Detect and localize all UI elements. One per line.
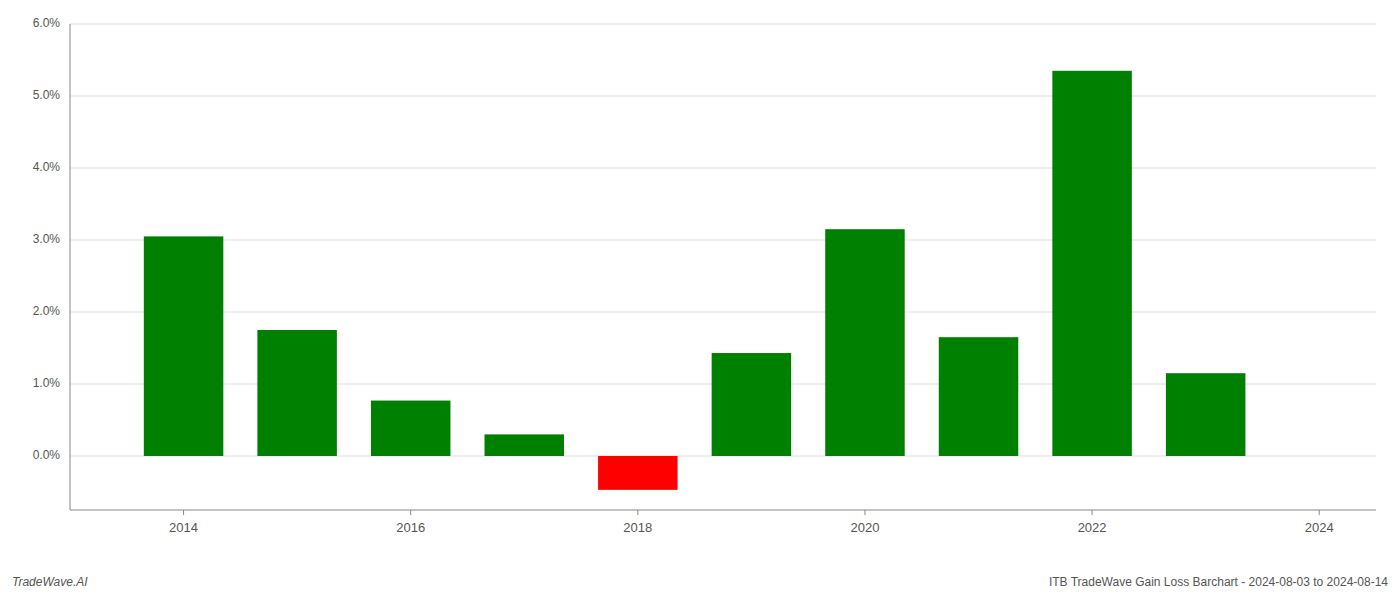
grid-line [70,312,1376,313]
y-tick-label: 1.0% [33,376,61,390]
x-tick-label: 2018 [623,520,652,535]
y-grid [70,24,1376,456]
x-tick [410,510,411,515]
bar [371,401,450,456]
x-ticks: 2014 2016 2018 2020 2022 2024 [169,510,1334,535]
bar [712,353,791,456]
bars [144,71,1246,490]
y-tick-label: 6.0% [33,16,61,30]
bar [1052,71,1131,456]
y-tick-label: 2.0% [33,304,61,318]
bar [485,434,564,456]
x-tick-label: 2016 [396,520,425,535]
y-axis-line [70,24,71,510]
y-tick-label: 4.0% [33,160,61,174]
watermark: TradeWave.AI [12,575,88,589]
background [0,0,1400,600]
x-tick-label: 2024 [1305,520,1334,535]
chart: 0.0% 1.0% 2.0% 3.0% 4.0% 5.0% 6.0% 2014 2016 2018… [0,0,1400,600]
bar [825,229,904,456]
y-tick-label: 3.0% [33,232,61,246]
x-tick [864,510,865,515]
x-tick [637,510,638,515]
y-tick-labels: 0.0% 1.0% 2.0% 3.0% 4.0% 5.0% 6.0% [33,16,61,462]
y-tick-label: 5.0% [33,88,61,102]
grid-line [70,240,1376,241]
x-axis-line [70,510,1376,511]
bar [257,330,336,456]
grid-line [70,168,1376,169]
grid-line [70,96,1376,97]
bar [598,456,677,490]
x-tick-label: 2020 [850,520,879,535]
title: ITB TradeWave Gain Loss Barchart - 2024-… [1049,575,1388,589]
x-tick-label: 2014 [169,520,198,535]
bar [1166,373,1245,456]
x-tick [1092,510,1093,515]
y-tick-label: 0.0% [33,448,61,462]
x-tick-label: 2022 [1078,520,1107,535]
chart-container: 0.0% 1.0% 2.0% 3.0% 4.0% 5.0% 6.0% 2014 2016 2018… [0,0,1400,600]
bar [144,236,223,456]
grid-line [70,24,1376,25]
x-tick [183,510,184,515]
bar [939,337,1018,456]
x-tick [1319,510,1320,515]
